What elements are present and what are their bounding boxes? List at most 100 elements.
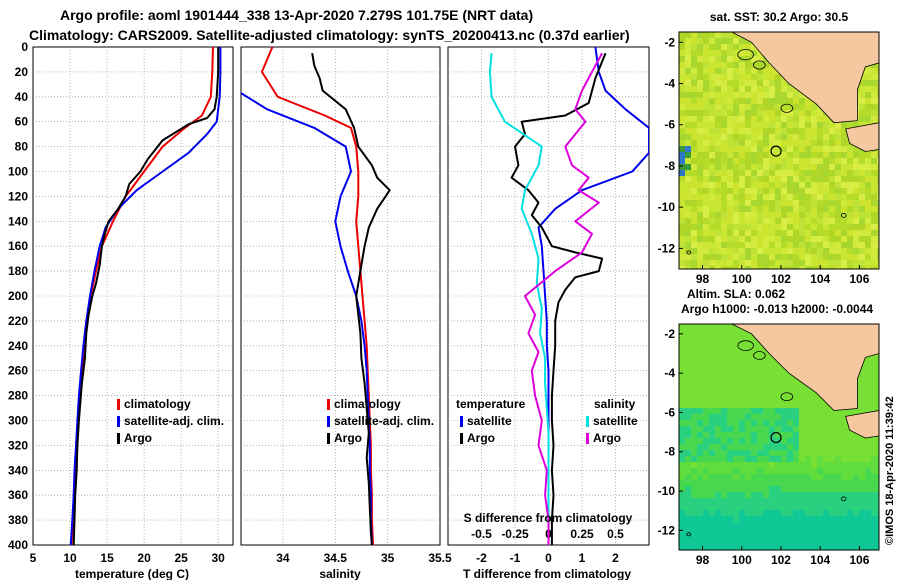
map-cell (685, 200, 691, 206)
map-cell (721, 86, 727, 92)
map-cell (703, 492, 709, 498)
map-cell (745, 372, 751, 378)
map-cell (763, 248, 769, 254)
map-cell (823, 254, 829, 260)
map-cell (679, 342, 685, 348)
map-cell (679, 152, 685, 158)
map-cell (721, 462, 727, 468)
map-cell (817, 206, 823, 212)
map-cell (697, 444, 703, 450)
map-cell (733, 50, 739, 56)
map-cell (787, 242, 793, 248)
map-cell (799, 218, 805, 224)
map-cell (859, 450, 865, 456)
map-cell (733, 336, 739, 342)
map-cell (829, 230, 835, 236)
map-cell (757, 176, 763, 182)
map-cell (841, 468, 847, 474)
map-cell (703, 438, 709, 444)
map-cell (853, 242, 859, 248)
map-cell (769, 188, 775, 194)
map-cell (691, 342, 697, 348)
map-cell (799, 236, 805, 242)
map-cell (751, 176, 757, 182)
map-cell (811, 170, 817, 176)
map-cell (847, 224, 853, 230)
map-cell (721, 158, 727, 164)
map-cell (757, 372, 763, 378)
map-frame (678, 323, 880, 551)
map-cell (871, 516, 877, 522)
map-cell (733, 528, 739, 534)
map-cell (727, 360, 733, 366)
map-cell (763, 206, 769, 212)
map-cell (709, 390, 715, 396)
map-cell (877, 170, 879, 176)
map-cell (787, 224, 793, 230)
map-cell (853, 122, 859, 128)
map-cell (799, 242, 805, 248)
map-cell (853, 182, 859, 188)
map-cell (817, 194, 823, 200)
map-cell (805, 116, 811, 122)
map-cell (751, 74, 757, 80)
map-cell (745, 546, 751, 550)
map-cell (733, 366, 739, 372)
map-cell (751, 336, 757, 342)
map-cell (799, 546, 805, 550)
map-cell (841, 230, 847, 236)
map-cell (841, 534, 847, 540)
map-cell (841, 450, 847, 456)
map-cell (715, 248, 721, 254)
map-cell (715, 354, 721, 360)
map-cell (775, 194, 781, 200)
map-cell (823, 128, 829, 134)
map-y-tick-label: -6 (664, 405, 675, 419)
map-cell (799, 396, 805, 402)
map-cell (757, 540, 763, 546)
map-cell (685, 444, 691, 450)
map-cell (697, 206, 703, 212)
map-cell (733, 396, 739, 402)
map-cell (745, 146, 751, 152)
map-cell (823, 230, 829, 236)
legend-swatch-sal-satellite (586, 416, 589, 427)
map-cell (697, 260, 703, 266)
map-cell (751, 408, 757, 414)
map-cell (775, 182, 781, 188)
map-cell (679, 402, 685, 408)
map-cell (727, 170, 733, 176)
map-cell (823, 140, 829, 146)
map-cell (763, 516, 769, 522)
map-cell (829, 158, 835, 164)
map-cell (799, 116, 805, 122)
map-cell (727, 86, 733, 92)
map-cell (703, 366, 709, 372)
map-cell (823, 218, 829, 224)
map-cell (823, 212, 829, 218)
map-cell (775, 504, 781, 510)
map-cell (811, 212, 817, 218)
map-cell (691, 104, 697, 110)
map-cell (715, 516, 721, 522)
map-cell (871, 254, 877, 260)
map-cell (757, 248, 763, 254)
map-cell (877, 266, 879, 269)
map-cell (805, 486, 811, 492)
map-cell (811, 402, 817, 408)
map-cell (817, 468, 823, 474)
map-cell (859, 224, 865, 230)
map-cell (715, 218, 721, 224)
map-cell (829, 224, 835, 230)
map-cell (835, 408, 841, 414)
map-cell (703, 230, 709, 236)
map-cell (829, 140, 835, 146)
map-cell (745, 200, 751, 206)
map-cell (685, 324, 691, 330)
map-cell (721, 260, 727, 266)
map-cell (703, 444, 709, 450)
map-cell (709, 438, 715, 444)
map-cell (763, 348, 769, 354)
map-cell (751, 80, 757, 86)
map-cell (769, 480, 775, 486)
